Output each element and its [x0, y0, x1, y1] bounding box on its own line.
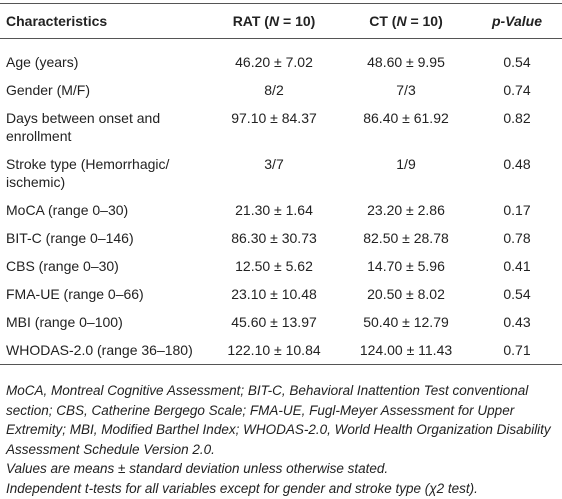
table-row: BIT-C (range 0–146) 86.30 ± 30.73 82.50 ± … — [0, 224, 562, 252]
cell: 8/2 — [264, 82, 284, 98]
row-label: WHODAS-2.0 (range 36–180) — [6, 342, 193, 358]
header-text: RAT ( — [232, 12, 269, 29]
cell: 0.54 — [503, 54, 531, 70]
header-text: p-Value — [491, 12, 543, 29]
table-row: Age (years) 46.20 ± 7.02 48.60 ± 9.95 0.54 — [0, 39, 562, 77]
cell: 12.50 ± 5.62 — [235, 258, 313, 274]
table-header: Characteristics RAT (N = 10) CT (N = 10) p-… — [0, 3, 562, 39]
row-label: BIT-C (range 0–146) — [6, 230, 134, 246]
table-row: FMA-UE (range 0–66) 23.10 ± 10.48 20.50 ± … — [0, 280, 562, 308]
table-row: Days between onset and enrollment 97.10 ±… — [0, 104, 562, 150]
row-label: MBI (range 0–100) — [6, 314, 123, 330]
footnotes: MoCA, Montreal Cognitive Assessment; BIT… — [0, 381, 562, 498]
cell: 23.20 ± 2.86 — [367, 202, 445, 218]
cell: 21.30 ± 1.64 — [235, 202, 313, 218]
header-text: N — [268, 12, 280, 29]
row-label: CBS (range 0–30) — [6, 258, 119, 274]
cell: 0.17 — [503, 202, 531, 218]
table-row: Gender (M/F) 8/2 7/3 0.74 — [0, 76, 562, 104]
cell: 46.20 ± 7.02 — [235, 54, 313, 70]
cell: 0.82 — [503, 110, 531, 126]
cell: 86.40 ± 61.92 — [363, 110, 449, 126]
column-header: RAT (N = 10) — [208, 4, 340, 39]
table-row: MBI (range 0–100) 45.60 ± 13.97 50.40 ± 12… — [0, 308, 562, 336]
table-body: Age (years) 46.20 ± 7.02 48.60 ± 9.95 0.54 G… — [0, 39, 562, 365]
cell: 0.71 — [503, 342, 531, 358]
cell: 23.10 ± 10.48 — [231, 286, 317, 302]
header-text: = 10) — [279, 12, 316, 29]
cell: 122.10 ± 10.84 — [227, 342, 321, 358]
column-header: CT (N = 10) — [340, 4, 472, 39]
row-label: Age (years) — [6, 54, 79, 70]
cell: 97.10 ± 84.37 — [231, 110, 317, 126]
header-text: Characteristics — [6, 12, 108, 29]
cell: 50.40 ± 12.79 — [363, 314, 449, 330]
row-label: Days between onset and enrollment — [6, 110, 161, 144]
cell: 45.60 ± 13.97 — [231, 314, 317, 330]
column-header: Characteristics — [0, 4, 208, 39]
table-row: MoCA (range 0–30) 21.30 ± 1.64 23.20 ± 2.8… — [0, 196, 562, 224]
cell: 3/7 — [264, 156, 284, 172]
cell: 14.70 ± 5.96 — [367, 258, 445, 274]
cell: 0.48 — [503, 156, 531, 172]
column-header: p-Value — [472, 4, 562, 39]
table-row: CBS (range 0–30) 12.50 ± 5.62 14.70 ± 5.96… — [0, 252, 562, 280]
cell: 0.43 — [503, 314, 531, 330]
cell: 1/9 — [396, 156, 416, 172]
row-label: FMA-UE (range 0–66) — [6, 286, 144, 302]
table-row: Stroke type (Hemorrhagic/ ischemic) 3/7 1/… — [0, 150, 562, 196]
header-text: N — [396, 12, 407, 29]
page: Characteristics RAT (N = 10) CT (N = 10) p-… — [0, 3, 562, 499]
cell: 20.50 ± 8.02 — [367, 286, 445, 302]
footnote: MoCA, Montreal Cognitive Assessment; BIT… — [6, 383, 551, 457]
cell: 82.50 ± 28.78 — [363, 230, 449, 246]
cell: 86.30 ± 30.73 — [231, 230, 317, 246]
cell: 0.54 — [503, 286, 531, 302]
footnote: Values are means ± standard deviation un… — [6, 461, 389, 476]
row-label: Stroke type (Hemorrhagic/ ischemic) — [6, 156, 170, 190]
cell: 124.00 ± 11.43 — [359, 342, 453, 358]
cell: 7/3 — [396, 82, 416, 98]
header-text: CT ( — [369, 12, 397, 29]
footnote: Independent t-tests for all variables ex… — [6, 480, 478, 496]
cell: 0.41 — [503, 258, 531, 274]
cell: 48.60 ± 9.95 — [367, 54, 445, 70]
header-text: = 10) — [406, 12, 443, 29]
header-row: Characteristics RAT (N = 10) CT (N = 10) p-… — [0, 3, 562, 39]
row-label: Gender (M/F) — [6, 82, 91, 98]
cell: 0.78 — [503, 230, 531, 246]
table-row: WHODAS-2.0 (range 36–180) 122.10 ± 10.84 1… — [0, 336, 562, 365]
row-label: MoCA (range 0–30) — [6, 202, 129, 218]
characteristics-table: Characteristics RAT (N = 10) CT (N = 10) p-… — [0, 3, 562, 365]
cell: 0.74 — [503, 82, 531, 98]
